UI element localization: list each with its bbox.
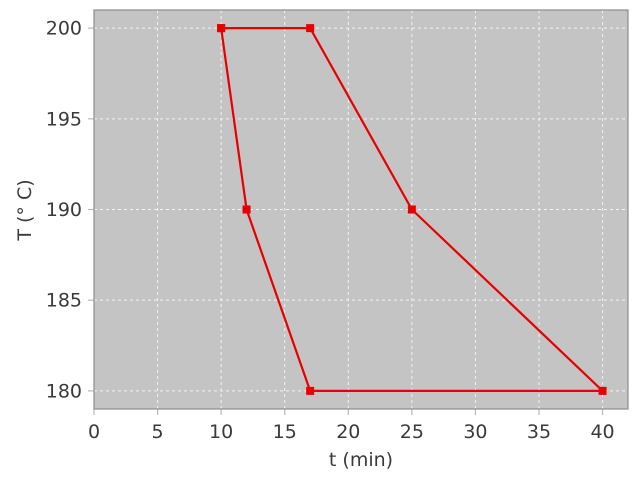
x-tick-label: 25	[400, 421, 424, 443]
x-tick-label: 15	[273, 421, 297, 443]
y-tick-label: 185	[46, 290, 82, 312]
y-tick-label: 180	[46, 380, 82, 402]
x-tick-label: 20	[336, 421, 360, 443]
x-tick-label: 30	[463, 421, 487, 443]
x-tick-label: 35	[527, 421, 551, 443]
data-point-marker	[407, 205, 416, 214]
plot-area: 0 5 10 15 20 25 30 35 40 180 185 190 195 200	[46, 9, 629, 443]
plot-border	[93, 9, 629, 410]
x-tick-label: 0	[88, 421, 100, 443]
y-axis-label: T (° C)	[14, 179, 36, 241]
x-tick-label: 10	[209, 421, 233, 443]
x-tick-label: 5	[152, 421, 164, 443]
y-tick-label: 190	[46, 199, 82, 221]
y-tick-label: 200	[46, 18, 82, 40]
data-point-marker	[217, 24, 226, 33]
x-axis-label: t (min)	[329, 449, 393, 471]
data-point-marker	[306, 386, 315, 395]
data-point-marker	[598, 386, 607, 395]
y-tick-label: 195	[46, 108, 82, 130]
data-point-marker	[242, 205, 251, 214]
x-tick-label: 40	[590, 421, 614, 443]
data-point-marker	[306, 24, 315, 33]
